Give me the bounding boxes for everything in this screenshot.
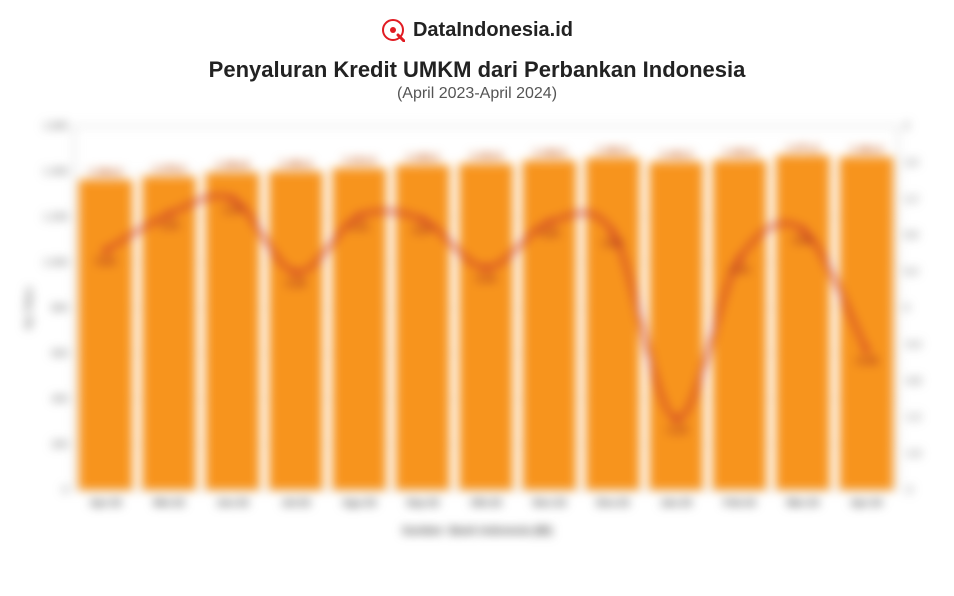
line-value-label: 0,44	[476, 274, 496, 285]
line-value-label: -1,22	[665, 425, 688, 436]
bar-value-label: 1.364,2	[89, 168, 123, 179]
category-label: Apr-23	[90, 498, 122, 509]
category-label: Okt-23	[470, 498, 502, 509]
line-value-label: 1,01	[349, 222, 369, 233]
bar	[522, 161, 576, 490]
line-marker	[103, 248, 109, 254]
bar	[649, 162, 703, 490]
right-tick: 0,4	[904, 267, 918, 278]
bar-value-label: 1.471,2	[786, 143, 820, 154]
left-tick: 200	[51, 440, 68, 451]
line-marker	[800, 227, 806, 233]
left-tick: 1.000	[43, 258, 68, 269]
category-label: Jul-23	[281, 498, 310, 509]
bar-value-label: 1.448,0	[533, 149, 567, 160]
right-tick: -0,4	[904, 339, 922, 350]
right-tick: -2	[904, 485, 913, 496]
bar-value-label: 1.464,4	[850, 145, 884, 156]
line-marker	[483, 265, 489, 271]
bar-value-label: 1.434,5	[469, 152, 503, 163]
brand-name: DataIndonesia.id	[413, 19, 573, 42]
bar-value-label: 1.394,8	[216, 161, 250, 172]
line-marker	[673, 416, 679, 422]
bar	[586, 158, 640, 490]
category-label: Des-23	[596, 498, 629, 509]
chart-area: 0 200 400 600 800 1.000 1.200 1.400 1.600 -2 -1,6 -…	[18, 116, 936, 556]
source-label: Sumber: Bank Indonesia (BI)	[402, 525, 553, 537]
bar-value-label: 1.378,2	[152, 164, 186, 175]
line-value-label: 0,63	[96, 257, 116, 268]
bar	[839, 157, 893, 490]
left-axis-label: Rp Triliun	[24, 287, 35, 329]
chart-title: Penyaluran Kredit UMKM dari Perbankan In…	[0, 57, 954, 83]
bar-value-label: 1.450,0	[723, 148, 757, 159]
bar	[269, 171, 323, 490]
category-label: Mar-24	[787, 498, 820, 509]
line-value-label: 1,03	[159, 220, 179, 231]
left-tick: 400	[51, 394, 68, 405]
category-label: Jan-24	[660, 498, 692, 509]
right-tick: -1,2	[904, 412, 922, 423]
category-label: Nov-23	[533, 498, 567, 509]
category-label: Sep-23	[406, 498, 439, 509]
line-marker	[546, 219, 552, 225]
line-value-label: 0,97	[413, 226, 433, 237]
right-tick: 1,2	[904, 194, 918, 205]
category-label: Mei-23	[154, 498, 186, 509]
bar-value-label: 1.414,4	[343, 156, 377, 167]
left-tick: 600	[51, 349, 68, 360]
bar-value-label: 1.460,0	[596, 146, 630, 157]
line-marker	[737, 256, 743, 262]
line-value-label: -0,46	[855, 356, 878, 367]
right-tick: 0,8	[904, 230, 918, 241]
category-label: Feb-24	[723, 498, 756, 509]
left-tick: 1.400	[43, 167, 68, 178]
left-tick: 0	[62, 485, 68, 496]
right-tick: 1,6	[904, 157, 918, 168]
line-marker	[863, 347, 869, 353]
line-marker	[420, 217, 426, 223]
line-value-label: 0,83	[603, 238, 623, 249]
bar	[776, 155, 830, 490]
right-tick: 0	[904, 303, 910, 314]
bar	[713, 160, 767, 490]
brand-logo-icon	[381, 18, 405, 42]
left-tick: 1.600	[43, 121, 68, 132]
bar	[79, 180, 133, 490]
category-label: Jun-23	[216, 498, 249, 509]
right-tick: -0,8	[904, 376, 922, 387]
chart-svg: 0 200 400 600 800 1.000 1.200 1.400 1.600 -2 -1,6 -…	[18, 116, 936, 556]
chart-subtitle: (April 2023-April 2024)	[0, 85, 954, 103]
category-label: Agu-23	[342, 498, 376, 509]
bar-value-label: 1.400,2	[279, 159, 313, 170]
line-value-label: 0,94	[540, 228, 560, 239]
line-marker	[293, 270, 299, 276]
left-tick: 800	[51, 303, 68, 314]
right-tick: -1,6	[904, 449, 922, 460]
bar	[459, 164, 513, 490]
line-marker	[610, 229, 616, 235]
category-label: Apr-24	[850, 498, 882, 509]
line-value-label: 0,54	[730, 265, 750, 276]
right-tick: 2	[904, 121, 910, 132]
line-marker	[166, 211, 172, 217]
line-value-label: 1,20	[223, 205, 243, 216]
bar-value-label: 1.428,2	[406, 153, 440, 164]
brand: DataIndonesia.id	[381, 18, 573, 42]
line-marker	[356, 213, 362, 219]
bar-value-label: 1.442,2	[659, 150, 693, 161]
line-value-label: 0,86	[793, 236, 813, 247]
line-value-label: 0,39	[286, 279, 306, 290]
header: DataIndonesia.id Penyaluran Kredit UMKM …	[0, 0, 954, 103]
line-marker	[229, 196, 235, 202]
left-tick: 1.200	[43, 212, 68, 223]
